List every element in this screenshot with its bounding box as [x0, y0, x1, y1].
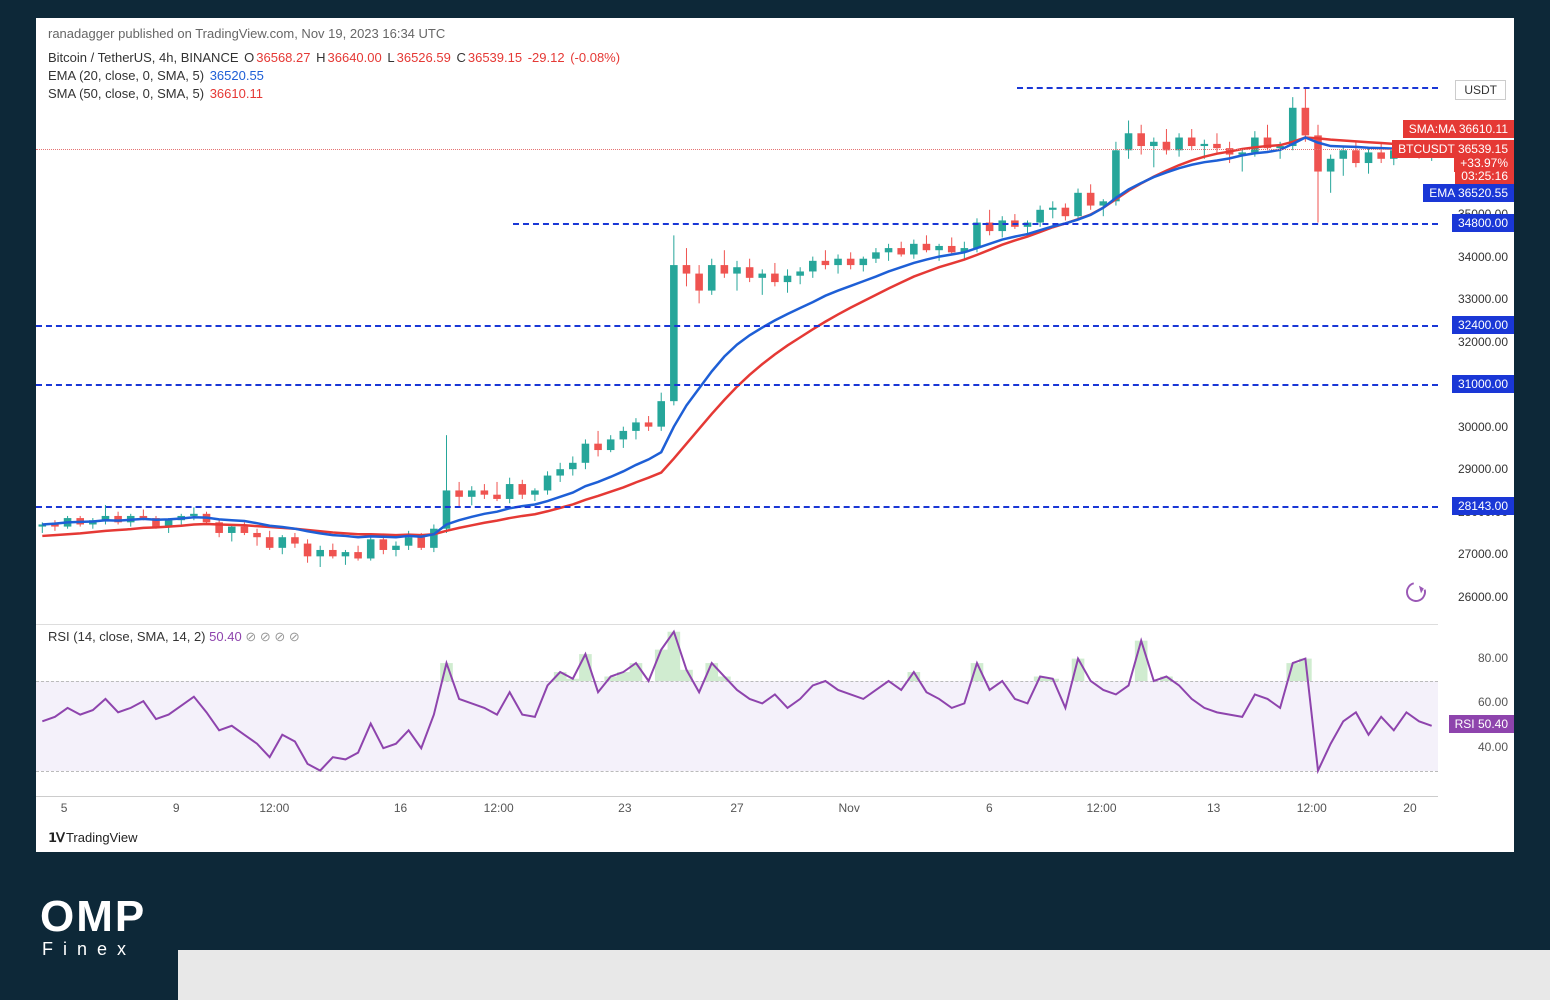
main-chart-area[interactable] — [36, 78, 1438, 618]
price-side-label: 03:25:16 — [1455, 167, 1514, 185]
tradingview-logo: 𝟭ᐯTradingView — [48, 830, 138, 846]
time-tick: 27 — [730, 801, 743, 815]
rsi-tick: 80.00 — [1478, 651, 1508, 665]
time-tick: 16 — [394, 801, 407, 815]
time-tick: 12:00 — [484, 801, 514, 815]
price-tick: 29000.00 — [1458, 462, 1508, 476]
chart-frame: ranadagger published on TradingView.com,… — [36, 18, 1514, 852]
price-tick: 33000.00 — [1458, 292, 1508, 306]
price-tick: 32000.00 — [1458, 335, 1508, 349]
footer-bar — [178, 950, 1550, 1000]
h-val: 36640.00 — [328, 50, 382, 65]
rsi-side-label: RSI 50.40 — [1449, 715, 1514, 733]
support-resistance-line — [36, 506, 1438, 508]
time-tick: 20 — [1403, 801, 1416, 815]
h-label: H — [316, 50, 325, 65]
rsi-panel[interactable]: RSI (14, close, SMA, 14, 2) 50.40 ⊘ ⊘ ⊘ … — [36, 624, 1438, 792]
l-label: L — [387, 50, 394, 65]
price-tick: 26000.00 — [1458, 590, 1508, 604]
support-resistance-line — [36, 325, 1438, 327]
rsi-tick: 60.00 — [1478, 695, 1508, 709]
time-tick: 12:00 — [259, 801, 289, 815]
support-resistance-line — [1017, 87, 1438, 89]
support-resistance-line — [36, 384, 1438, 386]
time-tick: 12:00 — [1297, 801, 1327, 815]
time-tick: 23 — [618, 801, 631, 815]
o-val: 36568.27 — [256, 50, 310, 65]
c-label: C — [456, 50, 465, 65]
rsi-axis: 40.00 60.00 80.00 RSI 50.40 — [1438, 624, 1514, 792]
price-tick: 27000.00 — [1458, 547, 1508, 561]
price-side-label: 34800.00 — [1452, 214, 1514, 232]
chg-val: -29.12 — [528, 50, 565, 65]
main-chart-svg — [36, 78, 1438, 618]
price-tick: 30000.00 — [1458, 420, 1508, 434]
omp-logo-small: Finex — [42, 939, 146, 960]
footer: OMP Finex — [0, 880, 1550, 1000]
c-val: 36539.15 — [468, 50, 522, 65]
current-price-line — [36, 149, 1438, 150]
price-side-label: 32400.00 — [1452, 316, 1514, 334]
pair-name: Bitcoin / TetherUS, 4h, BINANCE — [48, 50, 239, 65]
l-val: 36526.59 — [397, 50, 451, 65]
attribution-text: ranadagger published on TradingView.com,… — [48, 26, 445, 41]
chart-container: Bitcoin / TetherUS, 4h, BINANCE O36568.2… — [36, 48, 1514, 852]
price-tick: 34000.00 — [1458, 250, 1508, 264]
rsi-svg — [36, 625, 1438, 793]
price-axis: 26000.0027000.0028000.0029000.0030000.00… — [1438, 78, 1514, 618]
time-tick: 12:00 — [1087, 801, 1117, 815]
price-side-label: SMA:MA 36610.11 — [1403, 120, 1514, 138]
time-tick: Nov — [838, 801, 859, 815]
time-tick: 6 — [986, 801, 993, 815]
time-tick: 13 — [1207, 801, 1220, 815]
price-side-label: EMA 36520.55 — [1423, 184, 1514, 202]
rsi-tick: 40.00 — [1478, 740, 1508, 754]
time-axis: 5 9 12:00 16 12:00 23 27 Nov 6 12:00 13 12:00 20 — [36, 796, 1438, 824]
omp-logo-big: OMP — [40, 895, 146, 939]
support-resistance-line — [513, 223, 1438, 225]
price-side-label: 28143.00 — [1452, 497, 1514, 515]
omp-logo: OMP Finex — [40, 895, 146, 960]
o-label: O — [244, 50, 254, 65]
time-tick: 9 — [173, 801, 180, 815]
pair-legend: Bitcoin / TetherUS, 4h, BINANCE O36568.2… — [48, 50, 622, 65]
price-side-label: 31000.00 — [1452, 375, 1514, 393]
time-tick: 5 — [61, 801, 68, 815]
chg-pct: (-0.08%) — [570, 50, 620, 65]
